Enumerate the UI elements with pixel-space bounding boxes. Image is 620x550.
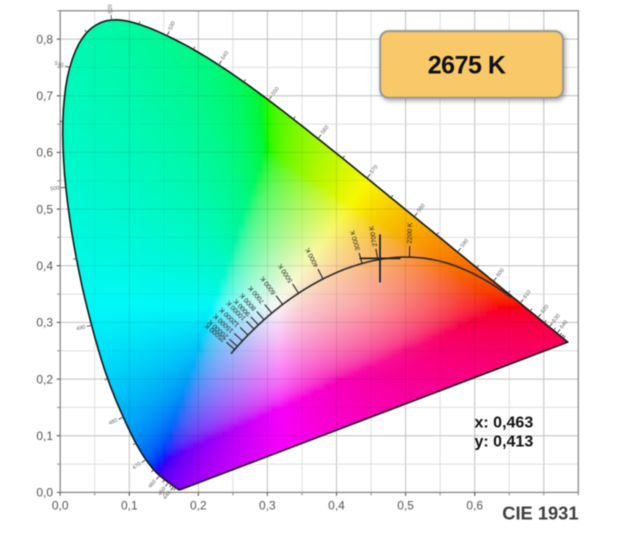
svg-text:440: 440 — [162, 490, 172, 501]
svg-text:570: 570 — [369, 164, 379, 175]
svg-text:490: 490 — [76, 324, 86, 332]
svg-text:x: 0,463: x: 0,463 — [475, 415, 534, 432]
svg-text:CIE 1931: CIE 1931 — [502, 503, 578, 524]
svg-text:630: 630 — [551, 313, 561, 324]
svg-text:2200 K: 2200 K — [407, 222, 414, 244]
svg-text:550: 550 — [270, 86, 280, 97]
svg-text:0,3: 0,3 — [259, 499, 276, 513]
svg-text:470: 470 — [132, 461, 143, 471]
svg-text:0,6: 0,6 — [36, 146, 53, 160]
svg-text:0,0: 0,0 — [36, 486, 53, 500]
svg-text:610: 610 — [522, 289, 532, 300]
svg-text:0,5: 0,5 — [397, 499, 414, 513]
svg-text:0,4: 0,4 — [328, 499, 345, 513]
svg-text:0,1: 0,1 — [36, 429, 53, 443]
svg-text:520: 520 — [107, 4, 114, 14]
svg-text:620: 620 — [540, 304, 550, 315]
svg-text:590: 590 — [460, 238, 470, 249]
svg-text:y: 0,413: y: 0,413 — [475, 434, 534, 451]
svg-text:560: 560 — [320, 125, 330, 136]
svg-text:0,1: 0,1 — [121, 499, 138, 513]
svg-text:0,2: 0,2 — [190, 499, 207, 513]
svg-text:2700 K: 2700 K — [368, 225, 379, 247]
svg-text:640: 640 — [559, 319, 569, 330]
svg-text:530: 530 — [168, 20, 177, 31]
svg-text:0,5: 0,5 — [36, 202, 53, 216]
svg-text:600: 600 — [496, 268, 506, 279]
svg-text:0,4: 0,4 — [36, 259, 53, 273]
svg-text:0,6: 0,6 — [466, 499, 483, 513]
svg-text:0,3: 0,3 — [36, 316, 53, 330]
svg-text:540: 540 — [220, 50, 230, 61]
svg-text:0,8: 0,8 — [36, 32, 53, 46]
svg-text:580: 580 — [416, 203, 426, 214]
svg-text:0,0: 0,0 — [52, 499, 69, 513]
svg-text:510: 510 — [54, 61, 64, 69]
svg-text:460: 460 — [147, 479, 158, 490]
svg-text:500: 500 — [50, 185, 60, 192]
svg-text:2675 K: 2675 K — [428, 51, 506, 79]
svg-text:0,2: 0,2 — [36, 372, 53, 386]
svg-text:480: 480 — [108, 418, 119, 427]
svg-text:0,7: 0,7 — [36, 89, 53, 103]
svg-text:450: 450 — [157, 486, 167, 497]
